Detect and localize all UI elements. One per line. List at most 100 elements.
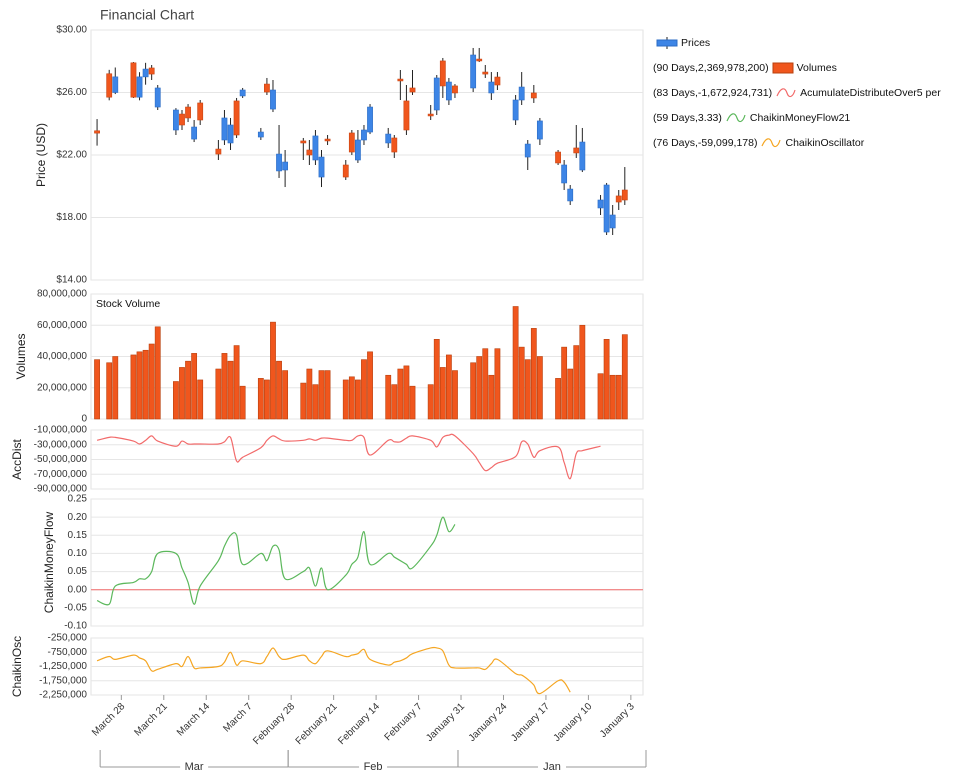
y-axis-label: ChaikinOsc bbox=[10, 636, 24, 697]
candle-body bbox=[439, 60, 446, 87]
volume-bar bbox=[536, 356, 543, 420]
candle-body bbox=[391, 137, 398, 153]
candle-body bbox=[603, 184, 610, 233]
volume-bar bbox=[482, 348, 489, 420]
legend-icon bbox=[761, 137, 782, 147]
volume-bar bbox=[233, 345, 240, 420]
legend-label: ChaikinOscillator bbox=[785, 136, 865, 149]
volume-bar bbox=[555, 378, 561, 420]
volume-bar bbox=[355, 379, 361, 420]
chart-title: Financial Chart bbox=[100, 7, 194, 23]
candle-body bbox=[355, 139, 361, 161]
candle-body bbox=[270, 89, 276, 110]
y-tick-label: $18.00 bbox=[56, 212, 87, 223]
candle-body bbox=[512, 99, 519, 121]
legend-label: Volumes bbox=[796, 61, 837, 74]
volume-bar bbox=[409, 385, 416, 420]
volume-bar bbox=[312, 384, 319, 420]
legend-summary: (76 Days,-59,099,178) bbox=[653, 136, 758, 149]
candle-body bbox=[494, 76, 501, 86]
volume-bar bbox=[318, 370, 325, 420]
y-tick-label: 20,000,000 bbox=[37, 382, 87, 393]
candle-body bbox=[300, 140, 307, 144]
volume-bar bbox=[282, 370, 289, 420]
candle-body bbox=[191, 126, 198, 140]
candle-body bbox=[179, 113, 185, 126]
indicator-line bbox=[96, 433, 601, 480]
candle-body bbox=[470, 54, 477, 89]
candle-body bbox=[130, 62, 137, 98]
legend-item: (59 Days,3.33) ChaikinMoneyFlow21 bbox=[653, 105, 953, 130]
indicator-line bbox=[96, 516, 456, 606]
volume-bar bbox=[518, 346, 525, 420]
candle-body bbox=[239, 89, 246, 97]
candle-body bbox=[482, 71, 489, 75]
y-tick-label: 80,000,000 bbox=[37, 289, 87, 300]
y-tick-label: -1,250,000 bbox=[39, 661, 87, 672]
legend-item: (90 Days,2,369,978,200) Volumes bbox=[653, 55, 953, 80]
volume-bar bbox=[148, 343, 155, 420]
legend-icon bbox=[776, 87, 796, 97]
volume-bar bbox=[197, 379, 204, 420]
y-tick-label: $26.00 bbox=[56, 87, 87, 98]
candle-body bbox=[94, 130, 100, 134]
x-tick-label: February 7 bbox=[383, 701, 425, 743]
legend-icon bbox=[772, 62, 794, 73]
y-axis-label: Volumes bbox=[14, 333, 28, 379]
y-tick-label: -70,000,000 bbox=[34, 469, 88, 480]
y-tick-label: -2,250,000 bbox=[39, 690, 87, 701]
volume-bar bbox=[433, 339, 440, 420]
volume-bar bbox=[130, 354, 137, 420]
candle-body bbox=[536, 120, 543, 140]
candle-body bbox=[427, 113, 434, 117]
legend-item: Prices bbox=[653, 30, 953, 55]
candle-body bbox=[385, 133, 392, 144]
candle-body bbox=[567, 188, 574, 202]
volume-bar bbox=[300, 382, 307, 420]
volume-bar bbox=[342, 379, 349, 420]
volume-bar bbox=[561, 346, 568, 420]
volume-bar bbox=[361, 359, 367, 420]
x-tick-label: January 31 bbox=[424, 701, 467, 744]
x-tick-label: January 3 bbox=[598, 701, 637, 740]
candle-body bbox=[324, 138, 331, 142]
volume-bar bbox=[221, 353, 228, 420]
candle-body bbox=[445, 81, 452, 101]
group-label: Feb bbox=[364, 761, 383, 773]
x-tick-label: January 10 bbox=[552, 701, 595, 744]
volume-bar bbox=[391, 384, 398, 420]
y-tick-label: -1,750,000 bbox=[39, 675, 87, 686]
candle-body bbox=[257, 131, 264, 138]
volume-bar bbox=[470, 362, 477, 420]
volume-bar bbox=[94, 359, 100, 420]
candle-body bbox=[621, 189, 628, 201]
volume-bar bbox=[306, 368, 313, 420]
y-tick-label: 0.25 bbox=[68, 494, 88, 505]
volume-bar bbox=[403, 365, 410, 420]
legend-swatch bbox=[761, 137, 782, 147]
legend-summary: (83 Days,-1,672,924,731) bbox=[653, 86, 773, 99]
candle-body bbox=[173, 109, 179, 131]
volume-bar bbox=[609, 374, 616, 420]
volume-bar bbox=[385, 374, 392, 420]
volume-bar bbox=[348, 376, 355, 420]
candle-body bbox=[112, 76, 119, 93]
candle-body bbox=[615, 195, 622, 203]
y-tick-label: -0.05 bbox=[64, 602, 87, 613]
candle-body bbox=[276, 153, 282, 172]
x-tick-label: February 14 bbox=[336, 701, 382, 747]
volume-bar bbox=[512, 306, 519, 420]
legend-icon bbox=[726, 112, 746, 122]
volume-bar bbox=[185, 360, 191, 420]
candle-body bbox=[433, 77, 440, 111]
legend-swatch bbox=[772, 62, 794, 73]
candle-body bbox=[409, 87, 416, 93]
legend-label: ChaikinMoneyFlow21 bbox=[749, 111, 851, 124]
volume-bar bbox=[597, 373, 604, 420]
y-axis-label: Price (USD) bbox=[34, 123, 48, 187]
volume-bar bbox=[530, 328, 537, 420]
volume-bar bbox=[488, 374, 495, 420]
candle-body bbox=[561, 164, 568, 184]
candle-body bbox=[154, 87, 161, 108]
candle-body bbox=[488, 81, 495, 94]
